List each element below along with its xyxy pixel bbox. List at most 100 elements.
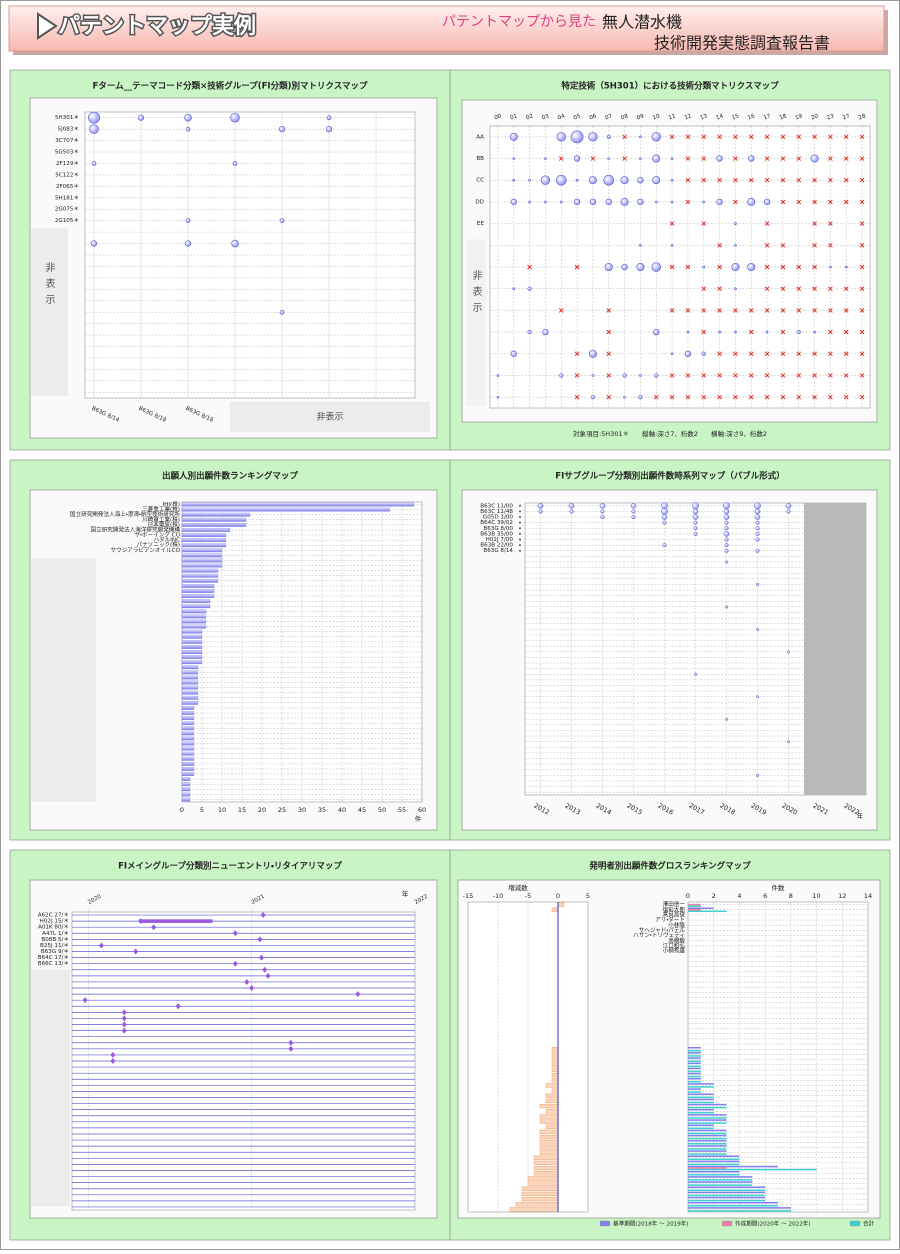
legend-swatch: [849, 1220, 861, 1227]
zero-mark: [859, 264, 865, 270]
zero-mark: [859, 177, 865, 183]
bubble: [734, 287, 737, 291]
bubble: [538, 509, 543, 514]
zero-mark: [733, 199, 738, 205]
diff-bar: [533, 1155, 559, 1160]
bubble: [754, 508, 761, 515]
bubble: [652, 176, 661, 185]
row-label: 5J083＊: [58, 126, 79, 133]
category-label: 真貝昌俊: [663, 910, 686, 918]
bar: [181, 538, 227, 543]
bar: [688, 1184, 753, 1186]
bar: [181, 558, 223, 563]
bar: [688, 1083, 714, 1085]
zero-mark: [796, 373, 802, 378]
zero-mark: [701, 134, 707, 140]
bar: [181, 700, 199, 705]
value-axis-label: 件数: [772, 883, 786, 892]
zero-mark: [717, 134, 722, 140]
zero-mark: [748, 373, 754, 378]
bubble: [607, 157, 611, 160]
bubble: [701, 351, 706, 356]
zero-mark: [606, 329, 612, 335]
bubble: [652, 154, 661, 163]
diff-bar: [545, 1098, 559, 1104]
zero-mark: [796, 264, 802, 270]
x-tick-label: 0: [686, 892, 690, 900]
zero-mark: [701, 286, 707, 292]
bubble: [693, 520, 698, 525]
bubble: [670, 243, 674, 247]
bar: [181, 512, 251, 517]
bubble: [184, 240, 192, 247]
bubble: [844, 265, 848, 269]
bubble: [651, 262, 661, 272]
x-tick-label: 50: [378, 806, 386, 814]
bar: [181, 711, 195, 715]
row-label: 5C122＊: [55, 171, 79, 178]
row-marker: [519, 527, 521, 530]
diff-bar: [545, 1083, 559, 1088]
bar: [688, 1196, 766, 1199]
bar: [181, 563, 223, 568]
bar: [181, 614, 207, 619]
bubble: [631, 514, 636, 520]
bubble: [540, 175, 551, 185]
bubble: [639, 135, 642, 139]
diamond: [175, 1003, 181, 1010]
diamond: [110, 1058, 116, 1064]
bubble: [637, 177, 644, 184]
row-marker: [519, 532, 521, 535]
bubble: [670, 200, 674, 204]
bubble: [184, 113, 192, 122]
category-label: サヘジャド・パテル: [639, 927, 686, 934]
zero-mark: [764, 264, 770, 270]
bar: [181, 756, 195, 761]
zero-mark: [717, 286, 722, 292]
zero-mark: [780, 177, 786, 183]
zero-mark: [669, 308, 675, 313]
zero-mark: [843, 156, 849, 161]
bar: [688, 1086, 714, 1088]
x-tick-label: 25: [278, 806, 286, 814]
zero-mark: [812, 373, 817, 378]
zero-mark: [527, 264, 532, 270]
zero-mark: [859, 199, 865, 205]
hidden-label: 非表示: [43, 262, 55, 310]
diff-bar: [551, 1047, 559, 1052]
x-tick-label: 45: [358, 806, 366, 814]
zero-mark: [701, 329, 707, 335]
zero-mark: [828, 177, 833, 183]
panel-title: 出願人別出願件数ランキングマップ: [162, 471, 298, 482]
zero-mark: [780, 329, 786, 335]
bar: [688, 1103, 727, 1106]
zero-mark: [590, 156, 596, 161]
bubble: [654, 200, 658, 204]
bar: [688, 1210, 791, 1212]
bubble: [568, 503, 575, 509]
zero-mark: [685, 394, 691, 400]
bubble: [575, 178, 579, 182]
zero-mark: [764, 394, 770, 400]
x-tick-label: 60: [418, 806, 426, 814]
zero-mark: [685, 264, 691, 270]
diff-tick-label: -15: [463, 892, 474, 900]
category-label: 澤田信一: [663, 900, 686, 908]
diff-bar: [551, 1078, 559, 1083]
zero-mark: [558, 156, 564, 161]
column-label: 16: [747, 113, 756, 121]
bubble: [724, 717, 729, 721]
diamond: [249, 985, 255, 992]
bar: [181, 706, 195, 710]
x-tick-label: 55: [398, 806, 406, 814]
zero-mark: [812, 286, 817, 292]
bubble: [755, 531, 760, 536]
bar: [688, 908, 701, 911]
diff-bar: [557, 902, 565, 907]
zero-mark: [748, 134, 754, 140]
row-label: DD: [475, 199, 484, 205]
row-label: CC: [476, 178, 484, 184]
bar: [688, 1062, 701, 1064]
zero-mark: [828, 134, 833, 140]
diff-tick-label: -10: [493, 892, 504, 900]
